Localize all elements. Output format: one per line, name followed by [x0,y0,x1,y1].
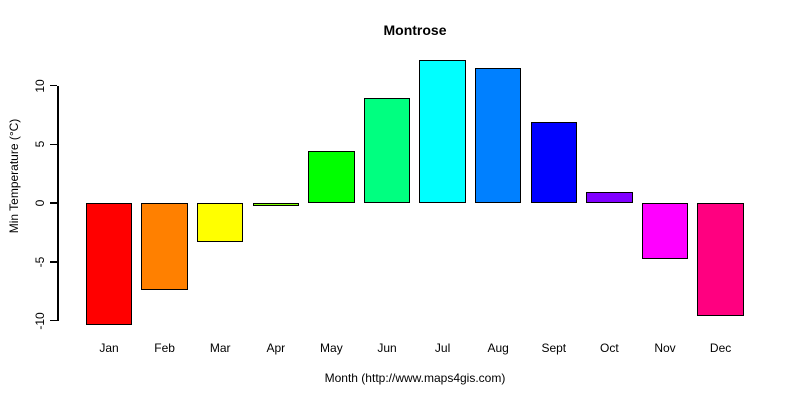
x-tick-label-may: May [320,341,343,355]
bar-mar [196,203,244,242]
x-tick-label-mar: Mar [209,341,231,355]
x-tick-label-aug: Aug [487,341,509,355]
y-tick-mark [50,84,57,87]
y-tick-mark [50,202,57,204]
y-tick-mark [50,261,57,263]
y-tick-label: -10 [33,311,47,330]
x-tick-label-jul: Jul [434,341,451,355]
x-tick-label-dec: Dec [709,341,732,355]
bar-aug [474,67,522,203]
x-tick-label-apr: Apr [266,341,286,355]
x-tick-label-oct: Oct [600,341,619,355]
y-tick-mark [50,143,57,145]
x-tick-label-sept: Sept [541,341,567,355]
bar-jun [363,98,411,203]
bar-sept [530,121,578,203]
y-tick-label: 5 [33,140,47,148]
x-tick-label-jun: Jun [377,341,397,355]
bar-jul [419,59,466,203]
x-tick-label-feb: Feb [154,341,175,355]
bar-dec [697,203,744,316]
x-axis-label: Month (http://www.maps4gis.com) [324,371,506,385]
y-tick-label: -5 [33,256,47,268]
x-tick-label-jan: Jan [99,341,119,355]
bar-jan [85,203,133,326]
chart-title: Montrose [383,22,447,38]
y-axis-label: Min Temperature (°C) [7,118,21,234]
y-tick-label: 0 [33,199,47,207]
bar-nov [641,203,689,260]
bar-apr [252,203,300,206]
bar-feb [141,203,188,290]
y-axis-line [57,85,59,321]
bar-may [308,151,355,203]
x-tick-label-nov: Nov [654,341,676,355]
y-tick-mark [50,319,57,322]
bar-oct [586,192,633,203]
y-tick-label: 10 [33,78,47,93]
